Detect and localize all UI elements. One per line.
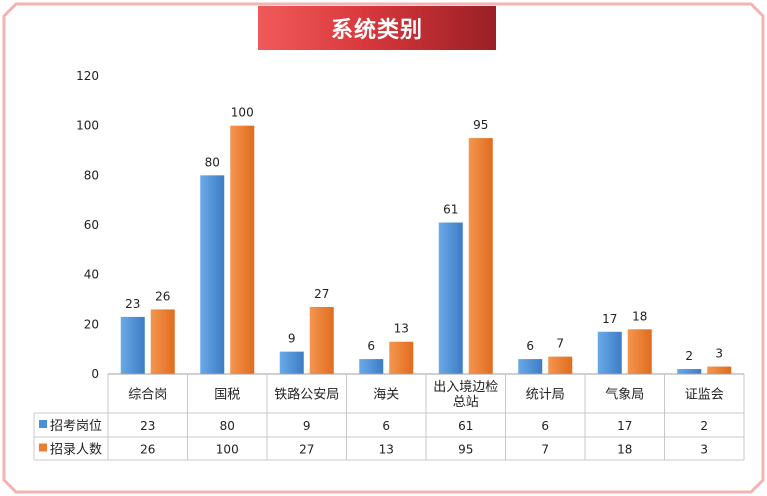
bar-positions <box>518 359 543 374</box>
data-label: 17 <box>602 312 617 326</box>
data-label: 61 <box>443 203 458 217</box>
data-label: 6 <box>526 339 534 353</box>
bar-hires <box>468 138 493 374</box>
y-tick-label: 120 <box>76 69 99 83</box>
table-cell: 100 <box>216 443 239 457</box>
legend-label: 招录人数 <box>50 443 102 458</box>
table-cell: 95 <box>458 443 473 457</box>
category-label: 出入境边检 <box>433 380 498 395</box>
bar-hires <box>707 366 732 374</box>
bar-hires <box>389 341 414 374</box>
y-tick-label: 20 <box>84 317 99 331</box>
bar-positions <box>597 331 622 374</box>
bar-hires <box>150 309 175 374</box>
bar-positions <box>677 369 702 374</box>
data-label: 80 <box>205 155 220 169</box>
category-label: 国税 <box>214 388 240 403</box>
category-label: 统计局 <box>526 388 565 403</box>
data-label: 6 <box>367 339 375 353</box>
y-tick-label: 60 <box>84 218 99 232</box>
bar-hires <box>230 125 255 375</box>
table-cell: 80 <box>220 419 235 433</box>
data-label: 100 <box>231 106 254 120</box>
data-label: 3 <box>715 347 723 361</box>
data-label: 27 <box>314 287 329 301</box>
legend-swatch <box>39 420 47 428</box>
data-label: 23 <box>125 297 140 311</box>
data-label: 9 <box>288 332 296 346</box>
table-cell: 26 <box>140 443 155 457</box>
plot-area: 0204060801001202380966161722610027139571… <box>33 69 745 461</box>
legend-swatch <box>39 443 47 452</box>
table-cell: 6 <box>541 419 549 433</box>
table-cell: 6 <box>382 419 390 433</box>
data-label: 2 <box>685 349 693 363</box>
category-label: 综合岗 <box>128 388 167 403</box>
legend-label: 招考岗位 <box>50 419 102 434</box>
table-cell: 27 <box>299 443 314 457</box>
category-label: 海关 <box>373 388 399 403</box>
bar-positions <box>279 351 304 374</box>
table-cell: 61 <box>458 419 473 433</box>
bar-hires <box>627 329 652 374</box>
y-tick-label: 0 <box>91 367 99 381</box>
data-label: 18 <box>632 309 647 323</box>
data-label: 26 <box>155 289 170 303</box>
category-label: 气象局 <box>605 387 644 403</box>
table-cell: 13 <box>379 443 394 457</box>
bar-positions <box>200 175 225 374</box>
bar-hires <box>309 306 334 374</box>
table-cell: 17 <box>617 419 632 433</box>
table-cell: 23 <box>140 419 155 433</box>
chart-title: 系统类别 <box>258 6 496 50</box>
table-cell: 18 <box>617 443 632 457</box>
y-tick-label: 40 <box>84 268 99 282</box>
y-tick-label: 100 <box>76 119 99 133</box>
table-cell: 7 <box>541 443 549 457</box>
category-label: 铁路公安局 <box>274 387 339 403</box>
bar-hires <box>548 356 573 374</box>
table-cell: 3 <box>700 443 708 457</box>
data-label: 7 <box>556 337 564 351</box>
table-cell: 9 <box>303 419 311 433</box>
data-label: 95 <box>473 118 488 132</box>
bar-positions <box>438 222 463 374</box>
data-label: 13 <box>394 322 409 336</box>
category-label: 总站 <box>453 395 479 410</box>
bar-positions <box>359 359 384 374</box>
y-tick-label: 80 <box>84 168 99 182</box>
bar-positions <box>120 316 145 374</box>
table-cell: 2 <box>700 419 708 433</box>
category-label: 证监会 <box>685 388 724 403</box>
